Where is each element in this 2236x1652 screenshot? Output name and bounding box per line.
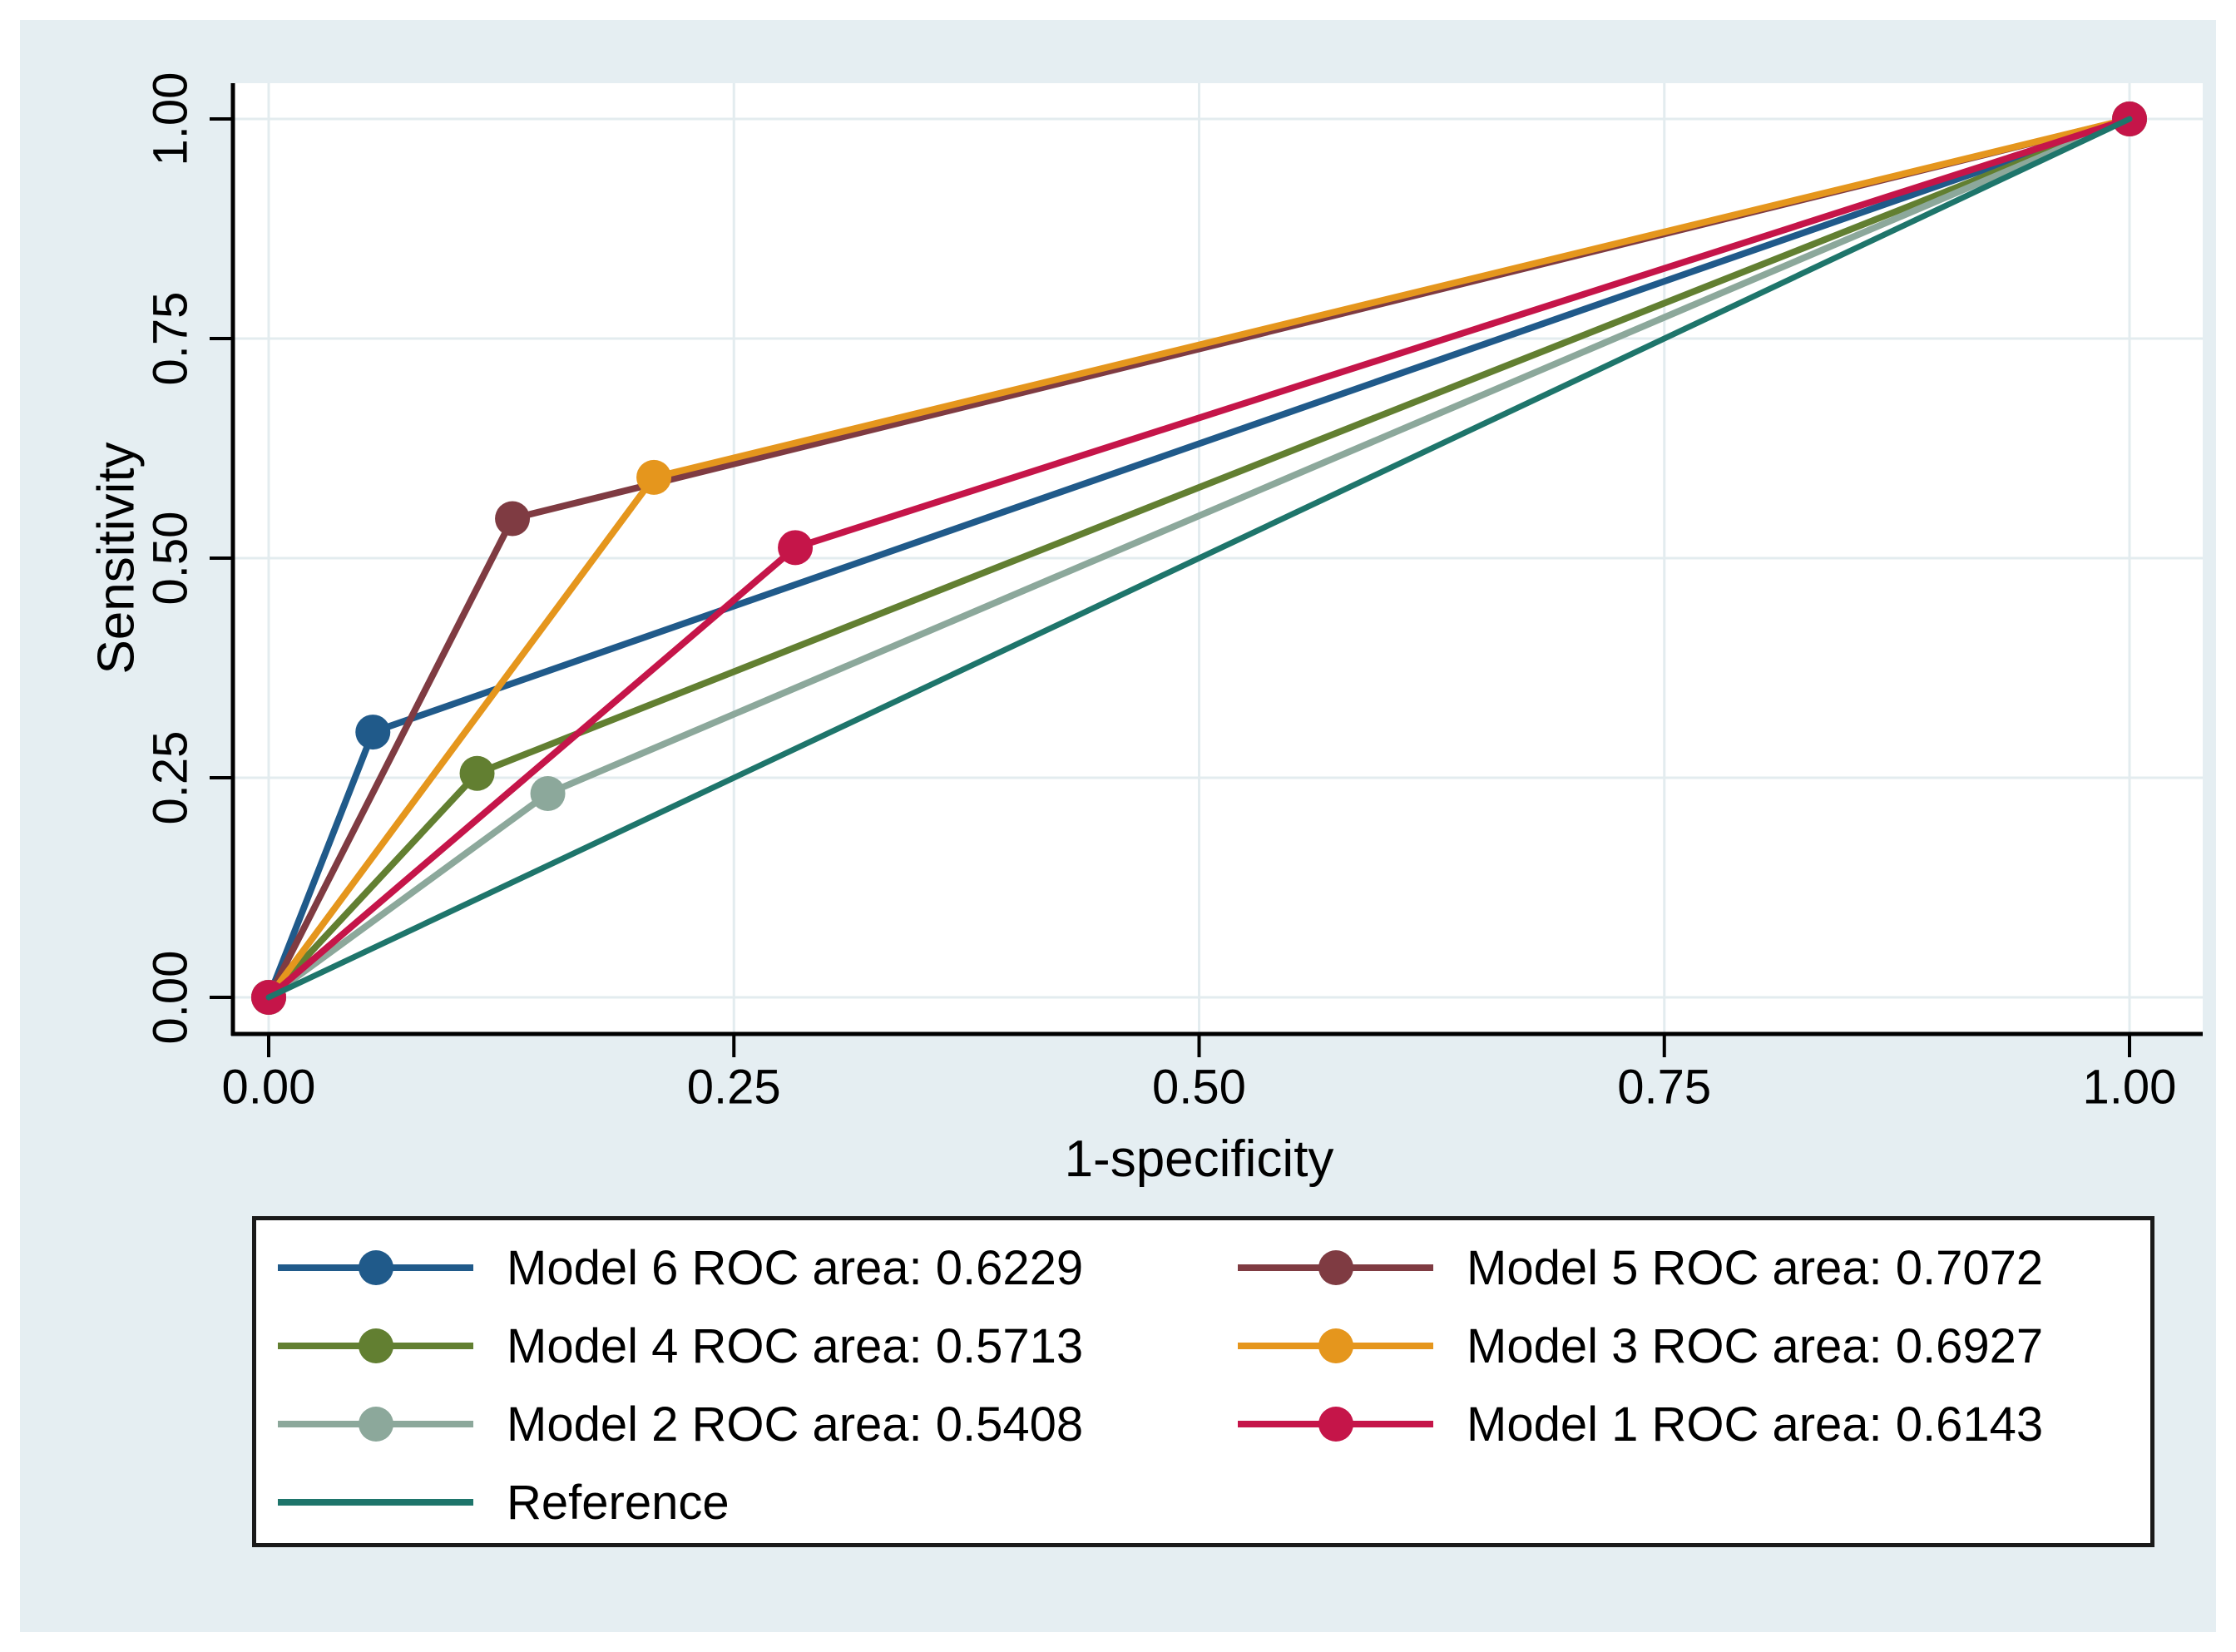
- data-point-model-2: [530, 776, 566, 812]
- legend-line-swatch: [1238, 1249, 1433, 1286]
- legend-entry-model-5: Model 5 ROC area: 0.7072: [1216, 1240, 2150, 1296]
- y-tick-label: 0.50: [144, 512, 198, 606]
- legend-label: Reference: [507, 1475, 730, 1530]
- legend-label: Model 2 ROC area: 0.5408: [507, 1397, 1084, 1452]
- legend-entry-model-1: Model 1 ROC area: 0.6143: [1216, 1397, 2150, 1452]
- y-tick-label: 0.75: [144, 292, 198, 386]
- legend-entry-reference: Reference: [256, 1475, 1216, 1531]
- legend-label: Model 6 ROC area: 0.6229: [507, 1240, 1084, 1295]
- legend-line-swatch: [278, 1328, 473, 1364]
- x-tick-label: 0.50: [1152, 1061, 1246, 1115]
- legend: Model 6 ROC area: 0.6229 Model 5 ROC are…: [252, 1216, 2154, 1547]
- data-point-model-5: [495, 501, 531, 537]
- legend-entry-model-6: Model 6 ROC area: 0.6229: [256, 1240, 1216, 1296]
- legend-label: Model 3 ROC area: 0.6927: [1467, 1318, 2044, 1373]
- legend-line-swatch: [1238, 1406, 1433, 1442]
- legend-marker-dot: [1318, 1250, 1353, 1285]
- legend-line-swatch: [1238, 1328, 1433, 1364]
- x-tick-label: 0.75: [1617, 1061, 1711, 1115]
- legend-entry-model-4: Model 4 ROC area: 0.5713: [256, 1318, 1216, 1374]
- y-tick-label: 1.00: [144, 72, 198, 166]
- legend-marker-dot: [358, 1328, 393, 1363]
- legend-marker-dot: [358, 1407, 393, 1442]
- x-tick-label: 0.00: [222, 1061, 316, 1115]
- y-tick-label: 0.00: [144, 951, 198, 1045]
- legend-label: Model 4 ROC area: 0.5713: [507, 1318, 1084, 1373]
- x-tick-label: 1.00: [2083, 1061, 2177, 1115]
- legend-line-swatch: [278, 1484, 473, 1521]
- legend-entry-model-3: Model 3 ROC area: 0.6927: [1216, 1318, 2150, 1374]
- legend-marker-dot: [1318, 1328, 1353, 1363]
- x-axis-title: 1-specificity: [1064, 1130, 1334, 1188]
- y-axis-title: Sensitivity: [87, 442, 146, 675]
- legend-marker-dot: [358, 1250, 393, 1285]
- data-point-model-4: [459, 755, 495, 791]
- legend-marker-dot: [1318, 1407, 1353, 1442]
- data-point-model-1: [778, 530, 814, 566]
- data-point-model-6: [355, 715, 391, 750]
- legend-line: [278, 1499, 473, 1506]
- legend-label: Model 1 ROC area: 0.6143: [1467, 1397, 2044, 1452]
- y-tick-label: 0.25: [144, 731, 198, 825]
- legend-line-swatch: [278, 1249, 473, 1286]
- data-point-model-3: [636, 459, 672, 495]
- roc-line-reference: [265, 116, 2133, 1001]
- legend-line-swatch: [278, 1406, 473, 1442]
- legend-label: Model 5 ROC area: 0.7072: [1467, 1240, 2044, 1295]
- legend-entry-model-2: Model 2 ROC area: 0.5408: [256, 1397, 1216, 1452]
- x-tick-label: 0.25: [687, 1061, 781, 1115]
